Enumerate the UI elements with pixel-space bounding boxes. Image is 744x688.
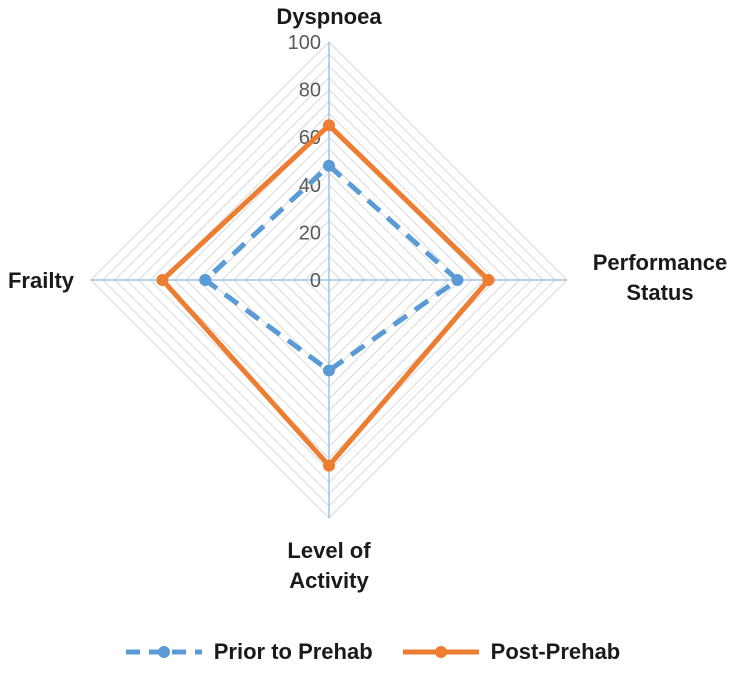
category-label: Activity	[289, 568, 369, 593]
legend: Prior to Prehab Post-Prehab	[0, 632, 744, 672]
series-line-prior	[202, 163, 461, 373]
data-point-prior	[323, 364, 335, 377]
category-label: Status	[626, 280, 693, 305]
data-point-prior	[451, 274, 464, 286]
tick-label: 60	[299, 127, 321, 149]
data-point-post	[482, 274, 495, 286]
tick-label: 20	[299, 222, 321, 244]
category-labels: Dyspnoea Performance Status Level of Activit…	[8, 4, 727, 593]
data-point-post	[156, 274, 169, 286]
category-label: Performance	[593, 250, 728, 275]
legend-item-prior: Prior to Prehab	[124, 639, 373, 665]
data-point-post	[323, 119, 335, 132]
category-label: Dyspnoea	[276, 4, 382, 29]
data-point-prior	[323, 159, 335, 172]
data-point-prior	[199, 274, 212, 286]
legend-item-post: Post-Prehab	[401, 639, 621, 665]
legend-swatch-post	[402, 646, 479, 658]
legend-label-post: Post-Prehab	[490, 639, 621, 664]
tick-label: 100	[288, 32, 321, 54]
category-label: Level of	[287, 538, 371, 563]
legend-label-prior: Prior to Prehab	[213, 639, 373, 664]
tick-label: 80	[299, 80, 321, 102]
data-point-post	[323, 459, 335, 472]
tick-label: 0	[310, 270, 321, 292]
legend-swatch-prior	[125, 646, 202, 658]
series-layer	[156, 119, 495, 472]
category-label: Frailty	[8, 268, 75, 293]
